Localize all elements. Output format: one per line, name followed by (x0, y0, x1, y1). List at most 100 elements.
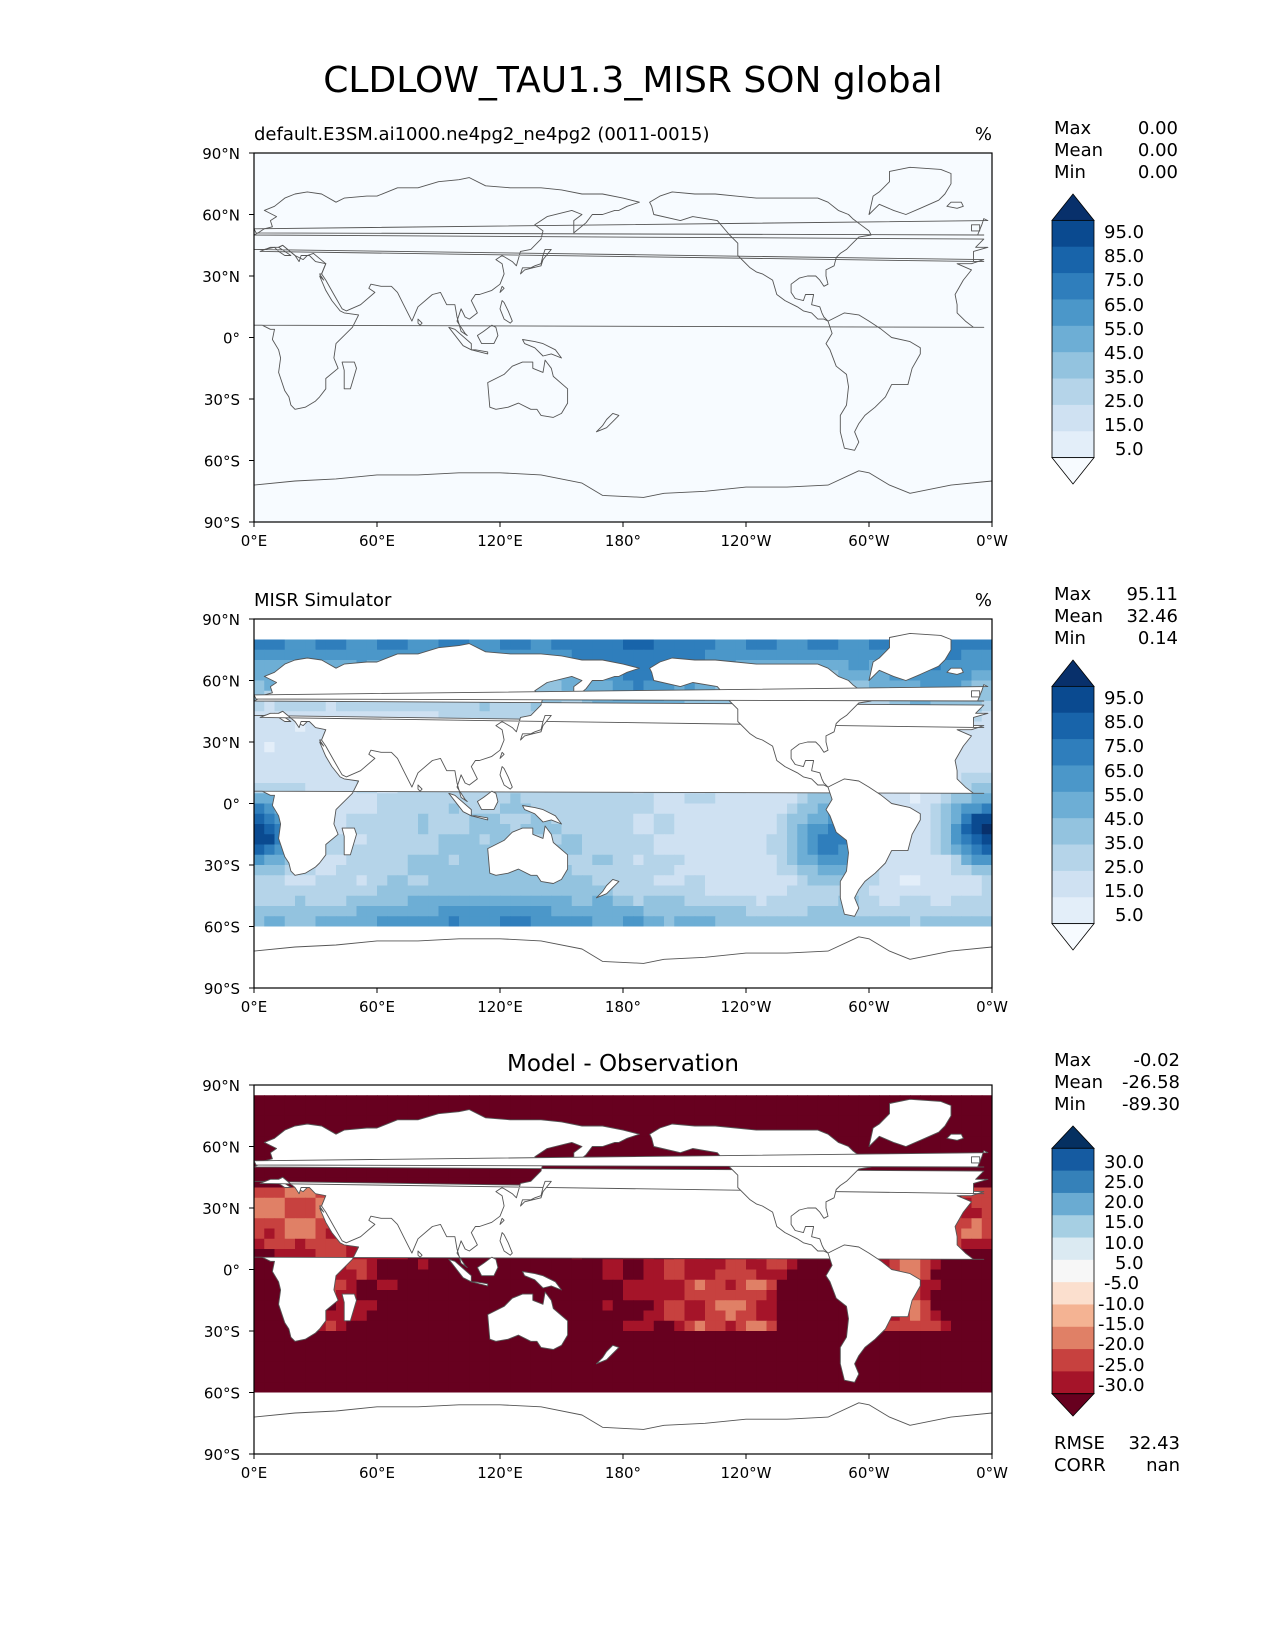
colorbar-segment (1052, 246, 1094, 274)
field-cell (479, 885, 491, 897)
field-cell (643, 926, 655, 938)
field-cell (602, 1279, 614, 1291)
field-cell (930, 1279, 942, 1291)
field-cell (448, 701, 460, 712)
field-cell (899, 619, 911, 630)
field-cell (469, 629, 481, 641)
colorbar-segment (1052, 791, 1094, 819)
field-cell (899, 1146, 911, 1158)
field-cell (746, 875, 757, 887)
field-cell (418, 1341, 429, 1353)
field-cell (746, 1392, 757, 1404)
field-cell (377, 701, 388, 712)
field-cell (377, 834, 388, 846)
field-cell (356, 834, 368, 846)
field-cell (971, 1249, 983, 1260)
field-cell (500, 619, 511, 630)
field-cell (725, 1310, 737, 1322)
coastline (971, 224, 981, 232)
field-cell (448, 1310, 460, 1322)
field-cell (981, 1167, 992, 1178)
field-cell (623, 1351, 634, 1363)
field-cell (264, 1085, 276, 1096)
field-cell (295, 906, 306, 917)
field-cell (694, 803, 706, 815)
field-cell (910, 906, 921, 917)
coastline (448, 326, 472, 351)
field-cell (254, 803, 265, 815)
field-cell (766, 803, 778, 815)
field-cell (264, 762, 276, 774)
field-cell (920, 895, 932, 907)
field-cell (336, 906, 347, 917)
field-cell (725, 1259, 737, 1271)
field-cell (295, 1197, 306, 1209)
field-cell (756, 1361, 768, 1373)
field-cell (930, 906, 942, 917)
field-cell (489, 619, 501, 630)
field-cell (356, 885, 368, 897)
field-cell (418, 1095, 429, 1107)
field-cell (274, 762, 286, 774)
field-cell (940, 916, 952, 928)
field-cell (971, 670, 983, 682)
field-cell (561, 1361, 573, 1373)
field-cell (387, 803, 399, 815)
field-cell (489, 1269, 501, 1281)
field-cell (684, 926, 696, 938)
field-cell (797, 865, 809, 876)
field-cell (715, 793, 727, 805)
field-cell (571, 803, 583, 815)
field-cell (407, 1279, 419, 1291)
field-cell (920, 916, 932, 928)
field-cell (295, 701, 306, 712)
field-cell (479, 1320, 491, 1332)
field-cell (735, 926, 747, 938)
field-cell (592, 1331, 604, 1342)
field-cell (295, 762, 306, 774)
field-cell (817, 660, 829, 671)
field-cell (787, 1269, 798, 1281)
field-cell (961, 895, 973, 907)
field-cell (899, 947, 911, 958)
field-cell (838, 1382, 850, 1394)
coastline (417, 318, 423, 326)
cbar-tick-label: 15.0 (1104, 881, 1144, 902)
field-cell (684, 639, 696, 651)
field-cell (520, 1167, 532, 1178)
field-cell (469, 885, 481, 897)
field-cell (510, 1290, 522, 1301)
field-cell (274, 1167, 286, 1178)
field-cell (469, 619, 481, 630)
field-cell (438, 813, 450, 825)
field-cell (561, 649, 573, 661)
field-cell (981, 1105, 992, 1117)
field-cell (807, 1085, 819, 1096)
field-cell (664, 1372, 675, 1383)
field-cell (684, 936, 696, 948)
field-cell (930, 1259, 942, 1271)
field-cell (787, 1341, 798, 1353)
field-cell (489, 824, 501, 835)
field-cell (766, 619, 778, 630)
field-cell (377, 916, 388, 928)
field-cell (643, 1269, 655, 1281)
field-cell (899, 1361, 911, 1373)
field-cell (325, 1341, 337, 1353)
field-cell (664, 1279, 675, 1291)
field-cell (971, 793, 983, 805)
field-cell (735, 906, 747, 917)
field-cell (961, 1259, 973, 1271)
field-cell (725, 629, 737, 641)
field-cell (776, 793, 788, 805)
field-cell (930, 619, 942, 630)
field-cell (971, 1085, 983, 1096)
field-cell (428, 834, 440, 846)
field-cell (356, 926, 368, 938)
field-cell (254, 1310, 265, 1322)
field-cell (653, 619, 665, 630)
field-cell (623, 947, 634, 958)
field-cell (530, 639, 542, 651)
field-cell (674, 1392, 686, 1404)
field-cell (377, 885, 388, 897)
